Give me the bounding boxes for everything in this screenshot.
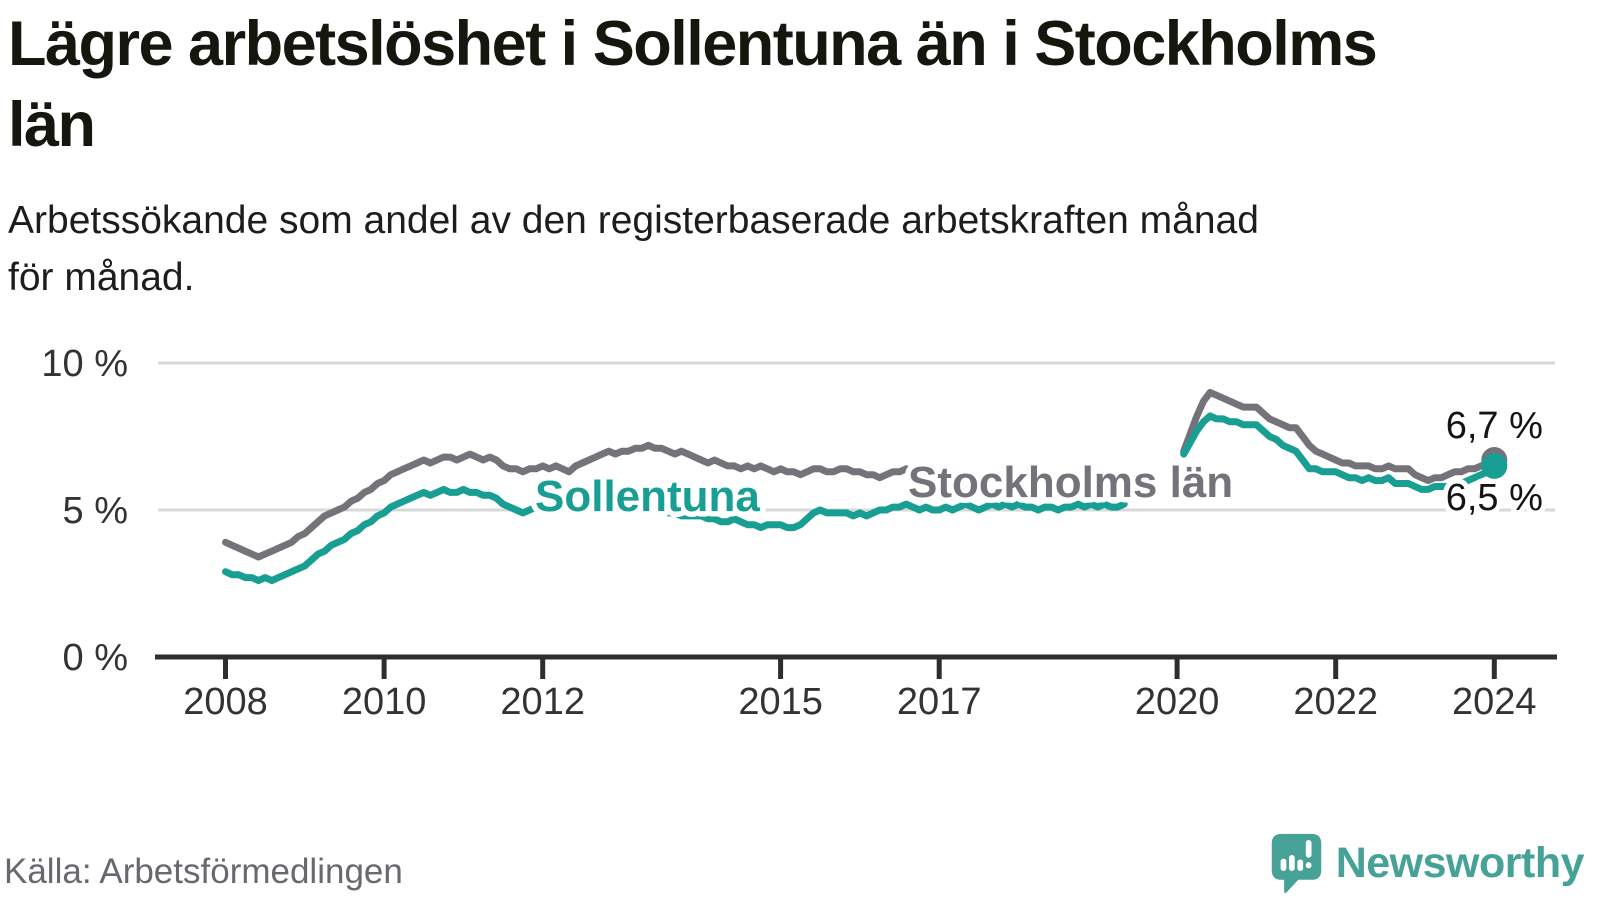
end-dot-sollentuna [1481,452,1508,479]
newsworthy-logo-text: Newsworthy [1335,838,1585,887]
x-tick-label: 2012 [500,681,585,723]
page-title: Lägre arbetslöshet i Sollentuna än i Sto… [8,4,1378,166]
chart-subtitle-line1: Arbetssökande som andel av den registerb… [8,199,1259,242]
newsworthy-logo: Newsworthy [1270,832,1585,894]
series-line-sollentuna [222,412,1498,585]
newsworthy-logo-icon [1271,833,1321,894]
series-label-sollentuna: Sollentuna [535,472,760,521]
x-tick-label: 2008 [183,681,268,723]
end-value-label-stockholms-l-n: 6,7 % [1446,405,1543,447]
page-title-line1: Lägre arbetslöshet i Sollentuna än i Sto… [8,9,1378,79]
y-tick-label: 5 % [63,490,128,532]
x-tick-label: 2010 [342,681,427,723]
x-tick-label: 2015 [738,681,823,723]
x-tick-label: 2020 [1135,681,1220,723]
source-note: Källa: Arbetsförmedlingen [4,852,403,891]
series-label-stockholms-l-n: Stockholms län [908,458,1233,507]
end-value-label-sollentuna: 6,5 % [1446,477,1543,519]
y-tick-label: 0 % [63,637,128,679]
chart-subtitle: Arbetssökande som andel av den registerb… [8,192,1259,306]
series-line-stockholms-l-n [222,388,1498,561]
x-tick-label: 2017 [897,681,982,723]
chart-subtitle-line2: för månad. [8,256,195,299]
x-tick-label: 2024 [1452,681,1537,723]
y-tick-label: 10 % [41,343,128,385]
x-tick-label: 2022 [1293,681,1378,723]
page-title-line2: län [8,90,96,160]
